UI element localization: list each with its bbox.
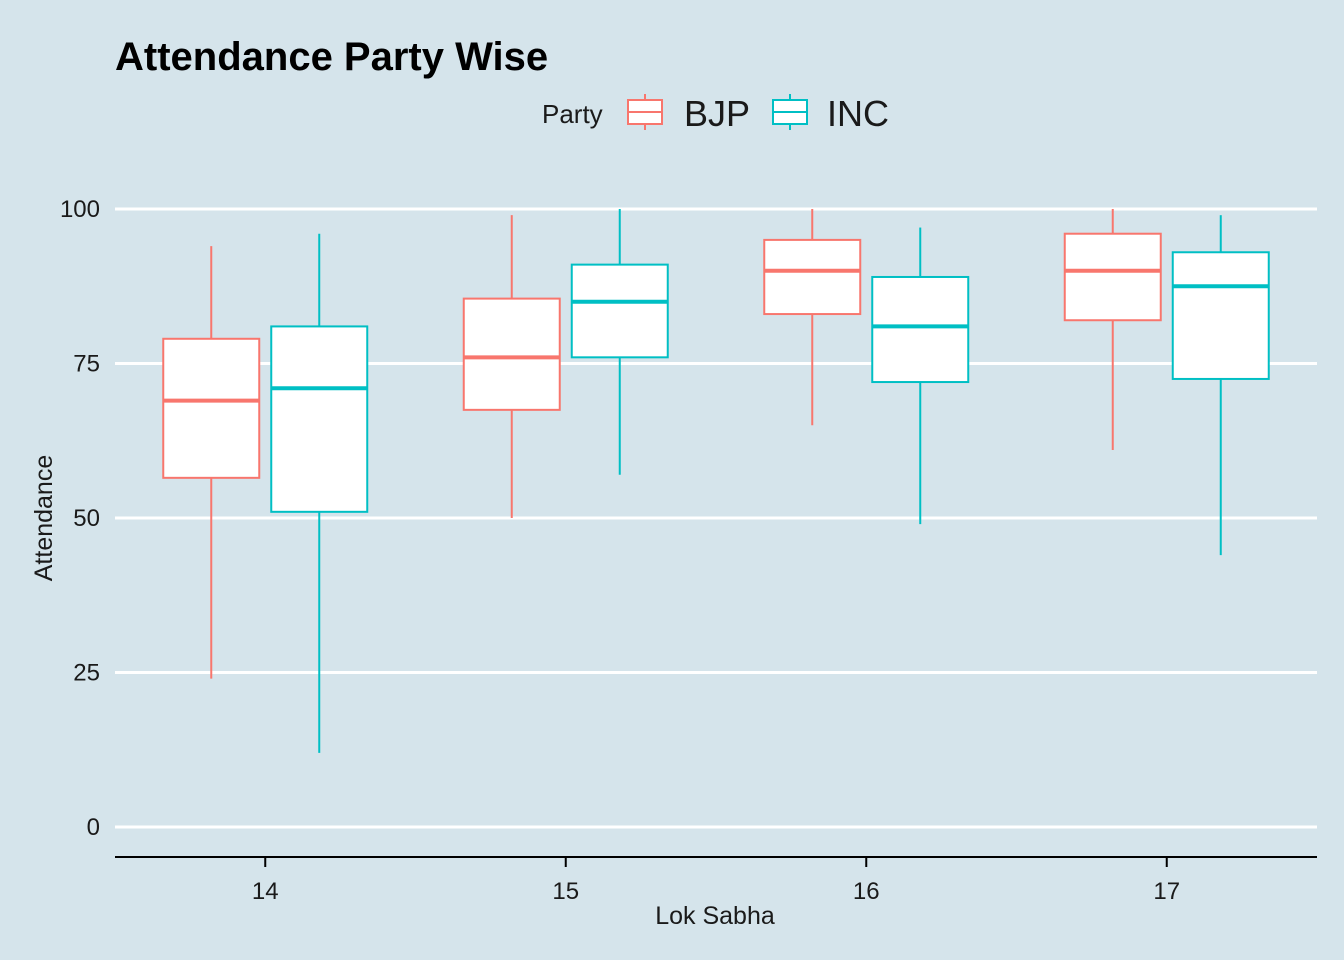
grid-lines bbox=[115, 207, 1317, 829]
x-tick-label-16: 16 bbox=[853, 878, 880, 905]
legend-key-inc bbox=[772, 94, 808, 130]
y-tick-label-100: 100 bbox=[60, 196, 100, 223]
series-bjp bbox=[162, 209, 1162, 679]
y-axis-label: Attendance bbox=[30, 455, 58, 582]
box-bjp-17 bbox=[1063, 209, 1162, 451]
legend-label-inc: INC bbox=[827, 93, 889, 134]
y-axis-ticks: 0 25 50 75 100 bbox=[60, 196, 100, 841]
x-axis: 14 15 16 17 bbox=[115, 856, 1317, 905]
box-bjp-14 bbox=[162, 246, 261, 679]
box-series bbox=[162, 209, 1270, 753]
box-iqr bbox=[1063, 232, 1162, 322]
box-iqr bbox=[462, 297, 561, 411]
y-tick-label-50: 50 bbox=[73, 505, 100, 532]
box-inc-16 bbox=[871, 227, 970, 525]
y-tick-label-25: 25 bbox=[73, 660, 100, 687]
y-tick-label-75: 75 bbox=[73, 351, 100, 378]
box-inc-15 bbox=[570, 209, 669, 475]
box-iqr bbox=[270, 325, 369, 513]
legend-title: Party bbox=[542, 99, 603, 129]
y-tick-label-0: 0 bbox=[87, 814, 100, 841]
box-inc-14 bbox=[270, 233, 369, 753]
box-iqr bbox=[763, 238, 862, 316]
box-iqr bbox=[162, 337, 261, 479]
box-inc-17 bbox=[1171, 215, 1270, 556]
x-tick-label-14: 14 bbox=[252, 878, 279, 905]
box-iqr bbox=[871, 275, 970, 384]
legend-key-bjp bbox=[627, 94, 663, 130]
box-iqr bbox=[1171, 251, 1270, 380]
series-inc bbox=[270, 209, 1270, 753]
box-bjp-16 bbox=[763, 209, 862, 426]
legend: Party BJP INC bbox=[542, 93, 889, 134]
legend-label-bjp: BJP bbox=[684, 93, 750, 134]
x-tick-label-17: 17 bbox=[1153, 878, 1180, 905]
chart-title: Attendance Party Wise bbox=[115, 35, 548, 79]
x-axis-label: Lok Sabha bbox=[655, 902, 775, 930]
x-tick-label-15: 15 bbox=[552, 878, 579, 905]
box-bjp-15 bbox=[462, 215, 561, 518]
box-iqr bbox=[570, 263, 669, 359]
